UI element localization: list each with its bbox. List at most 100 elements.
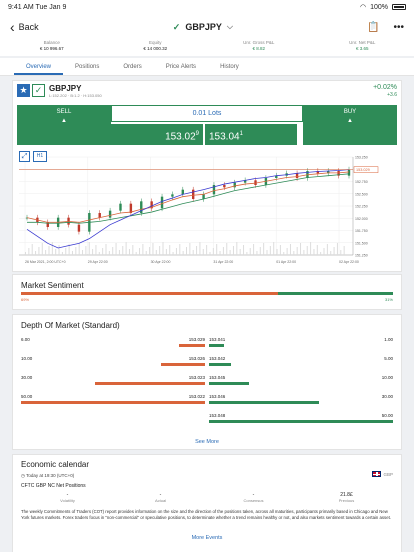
symbol-selector[interactable]: ✓ GBPJPY ⌵: [172, 21, 233, 33]
bid-volume-bar: [21, 401, 205, 404]
tab-overview[interactable]: Overview: [14, 58, 64, 75]
volume-bar: [159, 246, 161, 255]
volume-bar: [249, 248, 251, 255]
clipboard-icon[interactable]: 📋: [367, 21, 380, 33]
volume-bar: [58, 245, 60, 255]
y-tick-label: 151.250: [355, 254, 368, 258]
volume-bar: [199, 242, 201, 255]
candle: [202, 194, 205, 199]
bid-price: 153.029: [188, 337, 205, 342]
buy-price[interactable]: 153.041: [205, 124, 297, 145]
x-tick-label: 31 Apr 22:00: [213, 260, 233, 264]
depth-row: 6.00 153.029 153.041 1.00: [21, 337, 393, 355]
volume-bar: [293, 251, 295, 255]
volume-bar: [269, 246, 271, 255]
sell-button[interactable]: SELL ▲: [17, 105, 111, 145]
account-summary: Balance € 10 996.67 Equity € 14 000.32 Unr. …: [0, 40, 414, 56]
volume-bar: [175, 248, 177, 255]
volume-bar: [259, 247, 261, 255]
more-icon[interactable]: •••: [393, 21, 404, 33]
volume-bar: [132, 245, 134, 255]
volume-bar: [243, 245, 245, 255]
volume-bar: [61, 252, 63, 255]
sell-price[interactable]: 153.029: [111, 124, 203, 145]
instrument-card: ★ ✓ GBPJPY L:152.202 · B:1.2 · H:153.050…: [12, 80, 402, 272]
volume-bar: [145, 251, 147, 255]
expand-icon[interactable]: ⤢: [19, 151, 30, 162]
volume-bar: [88, 242, 90, 255]
volume-bar: [82, 250, 84, 255]
volume-bar: [253, 244, 255, 255]
volume-bar: [165, 249, 167, 255]
y-tick-label: 153.250: [355, 156, 368, 160]
event-description: The weekly Commitments of Traders (COT) …: [21, 509, 391, 520]
tab-orders[interactable]: Orders: [123, 64, 142, 70]
volume-bar: [266, 250, 268, 255]
volume-bar: [172, 252, 174, 255]
price-chart[interactable]: 153.250153.000152.750152.500152.250152.0…: [17, 149, 397, 269]
ask-quantity: 5.00: [384, 356, 393, 361]
volume-bar: [209, 252, 211, 255]
volume-bar: [38, 247, 40, 255]
volume-bar: [343, 246, 345, 255]
ask-price: 153.041: [209, 337, 226, 342]
y-tick-label: 152.750: [355, 180, 368, 184]
volume-bar: [28, 248, 30, 255]
volume-bar: [105, 244, 107, 255]
volume-bar: [65, 248, 67, 255]
account-stat: Unr. Gross P&L € 8.82: [243, 40, 275, 51]
bid-volume-bar: [160, 363, 205, 366]
event-time: ◷ Today at 19:30 (UTC+0): [21, 473, 75, 478]
volume-bar: [162, 242, 164, 255]
market-sentiment-card: Market Sentiment 69% 31%: [12, 274, 402, 310]
ask-quantity: 50.00: [381, 413, 393, 418]
volume-bar: [108, 251, 110, 255]
status-time: 9:41 AM Tue Jan 9: [8, 3, 67, 11]
event-column: - Consensus: [243, 492, 264, 504]
volume-bar: [169, 245, 171, 255]
depth-of-market-card: Depth Of Market (Standard) See More 6.00…: [12, 314, 402, 450]
volume-bar: [78, 243, 80, 255]
event-column: - Volatility: [60, 492, 75, 504]
volume-bar: [118, 250, 120, 255]
ask-volume-bar: [209, 344, 224, 347]
candle: [150, 201, 153, 209]
tab-history[interactable]: History: [220, 64, 239, 70]
event-values: - Volatility - Actual - Consensus 21.8£ Previou…: [21, 493, 393, 507]
volume-bar: [98, 252, 100, 255]
x-tick-label: 29 Apr 22:00: [88, 260, 108, 264]
more-events-link[interactable]: More Events: [191, 535, 223, 541]
timeframe-button[interactable]: H1: [33, 151, 47, 162]
tab-price-alerts[interactable]: Price Alerts: [165, 64, 197, 70]
volume-bar: [300, 243, 302, 255]
volume-bar: [68, 244, 70, 255]
candle: [223, 185, 226, 188]
series-line-1: [27, 173, 350, 224]
volume-bar: [196, 246, 198, 255]
candle: [212, 185, 216, 195]
candle: [98, 213, 101, 218]
buy-button[interactable]: BUY ▲: [303, 105, 397, 145]
volume-bar: [326, 244, 328, 255]
volume-bar: [189, 243, 191, 255]
wifi-icon: ◠: [359, 4, 367, 11]
check-icon[interactable]: ✓: [32, 84, 45, 97]
depth-row: 30.00 153.023 153.045 10.00: [21, 375, 393, 393]
change-absolute: +3.6: [387, 92, 397, 98]
volume-bar: [55, 249, 57, 255]
candle: [129, 203, 133, 213]
currency-code: GBP: [383, 471, 393, 477]
back-button[interactable]: ‹ Back: [10, 19, 39, 35]
lots-input[interactable]: 0.01 Lots: [111, 105, 303, 122]
volume-bar: [323, 248, 325, 255]
star-icon[interactable]: ★: [17, 84, 30, 97]
bid-volume-bar: [179, 344, 205, 347]
section-title: Market Sentiment: [21, 281, 84, 290]
volume-bar: [128, 249, 130, 255]
tab-positions[interactable]: Positions: [75, 64, 100, 70]
volume-bar: [182, 251, 184, 255]
see-more-link[interactable]: See More: [195, 439, 219, 445]
volume-bar: [41, 243, 43, 255]
volume-bar: [310, 242, 312, 255]
candle: [243, 180, 247, 183]
